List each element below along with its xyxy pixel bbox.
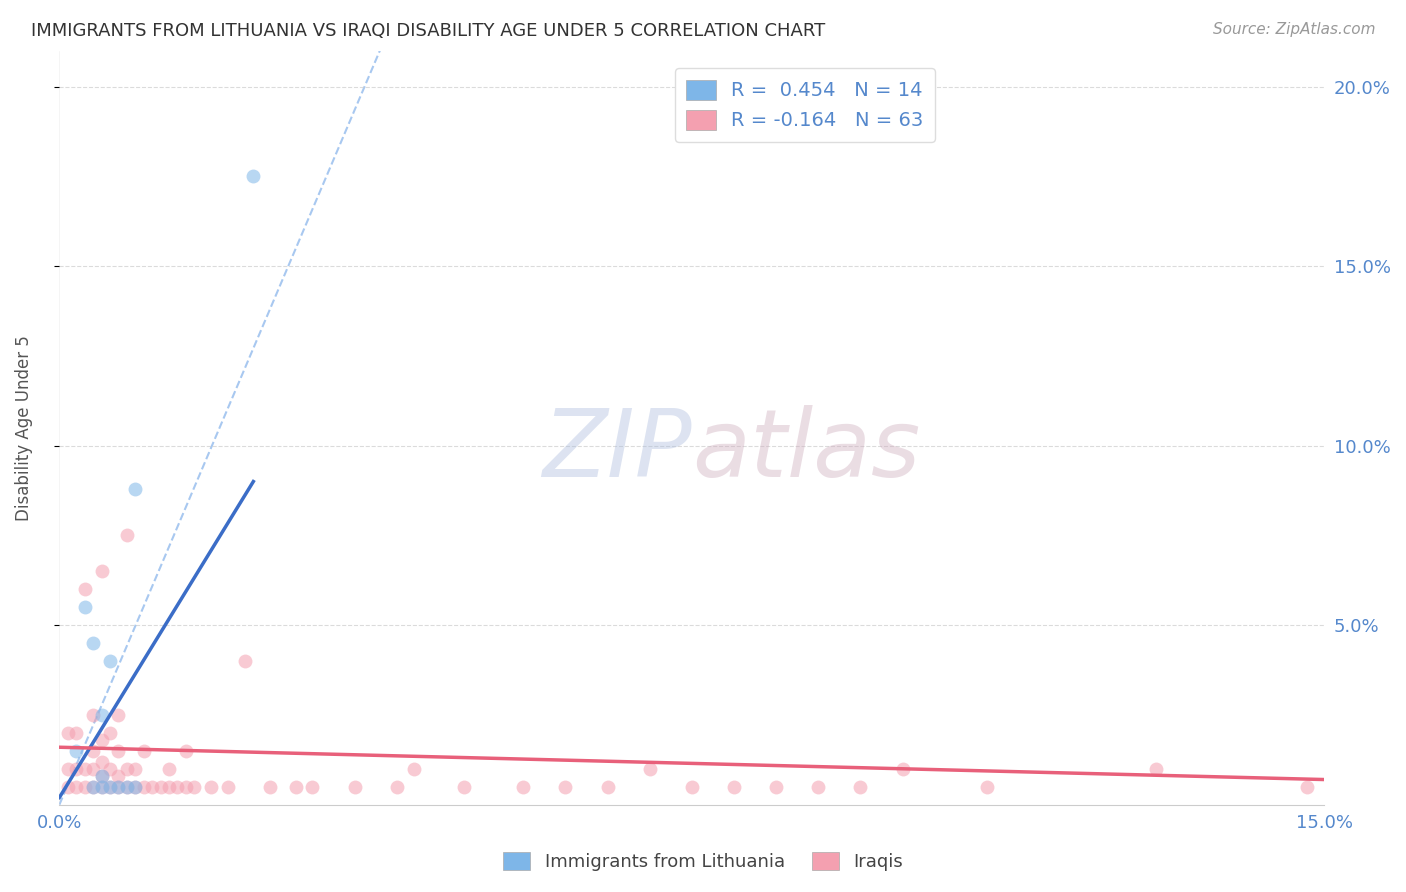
Legend: R =  0.454   N = 14, R = -0.164   N = 63: R = 0.454 N = 14, R = -0.164 N = 63 [675,68,935,142]
Point [124,780,146,794]
Point [73,582,96,597]
Point [73,780,96,794]
Point [554,780,576,794]
Point [174,780,197,794]
Point [107,744,129,758]
Point [107,780,129,794]
Point [73,600,96,615]
Point [82,780,104,794]
Point [453,780,475,794]
Text: ZIP: ZIP [543,405,692,496]
Point [385,780,408,794]
Point [1296,780,1319,794]
Point [183,780,205,794]
Point [166,780,188,794]
Point [638,762,661,776]
Point [115,528,138,542]
Point [56,780,79,794]
Point [98,654,121,668]
Point [98,780,121,794]
Point [200,780,222,794]
Point [259,780,281,794]
Point [90,733,112,747]
Point [807,780,830,794]
Point [124,780,146,794]
Text: Source: ZipAtlas.com: Source: ZipAtlas.com [1212,22,1375,37]
Point [402,762,425,776]
Point [765,780,787,794]
Point [115,780,138,794]
Point [174,744,197,758]
Point [90,755,112,769]
Point [65,762,87,776]
Point [90,780,112,794]
Point [73,762,96,776]
Point [284,780,307,794]
Point [242,169,264,184]
Point [107,780,129,794]
Text: atlas: atlas [692,405,920,496]
Point [98,726,121,740]
Point [157,780,180,794]
Point [343,780,366,794]
Point [157,762,180,776]
Point [98,762,121,776]
Point [56,726,79,740]
Point [976,780,998,794]
Point [512,780,534,794]
Point [82,744,104,758]
Point [82,780,104,794]
Y-axis label: Disability Age Under 5: Disability Age Under 5 [15,334,32,521]
Point [849,780,872,794]
Point [233,654,256,668]
Point [132,780,155,794]
Point [90,769,112,783]
Point [56,762,79,776]
Point [82,636,104,650]
Point [132,744,155,758]
Point [141,780,163,794]
Point [217,780,239,794]
Legend: Immigrants from Lithuania, Iraqis: Immigrants from Lithuania, Iraqis [496,845,910,879]
Point [891,762,914,776]
Point [90,769,112,783]
Point [98,780,121,794]
Point [149,780,172,794]
Point [82,762,104,776]
Point [596,780,619,794]
Point [1144,762,1167,776]
Point [82,707,104,722]
Point [107,707,129,722]
Point [124,482,146,496]
Point [65,780,87,794]
Point [90,780,112,794]
Point [301,780,323,794]
Point [124,762,146,776]
Point [115,780,138,794]
Point [681,780,703,794]
Point [65,744,87,758]
Point [90,707,112,722]
Point [65,726,87,740]
Text: IMMIGRANTS FROM LITHUANIA VS IRAQI DISABILITY AGE UNDER 5 CORRELATION CHART: IMMIGRANTS FROM LITHUANIA VS IRAQI DISAB… [31,22,825,40]
Point [90,564,112,578]
Point [107,769,129,783]
Point [723,780,745,794]
Point [115,762,138,776]
